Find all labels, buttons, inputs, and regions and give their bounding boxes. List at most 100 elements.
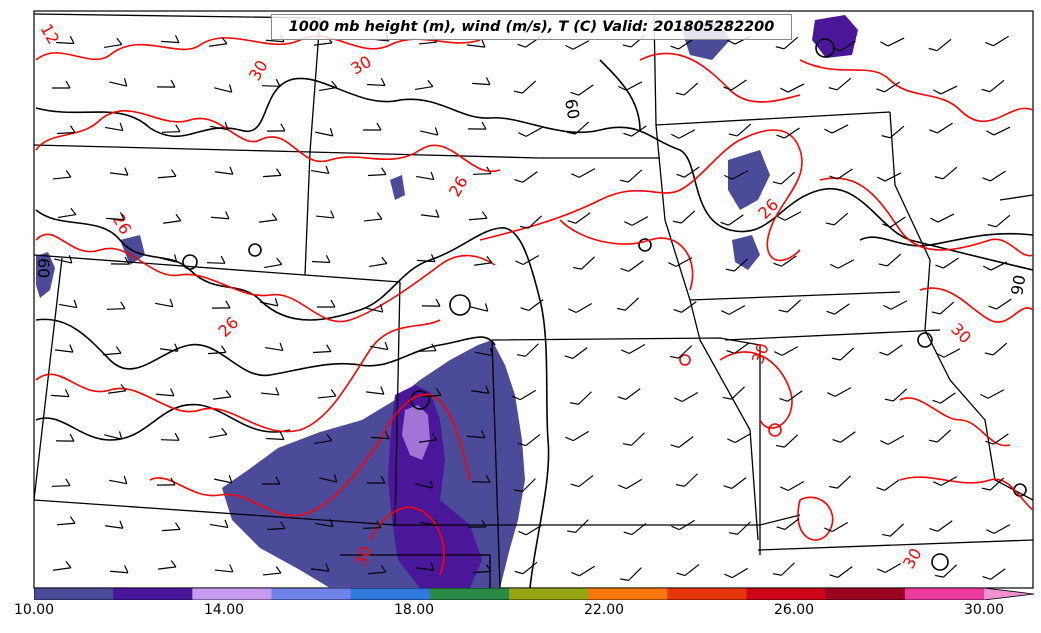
wind-barb bbox=[565, 40, 590, 50]
wind-barb bbox=[159, 254, 178, 263]
wind-barb bbox=[564, 347, 588, 359]
wind-barb bbox=[362, 520, 382, 529]
wind-barb bbox=[160, 343, 179, 352]
wind-barb bbox=[669, 345, 692, 359]
wind-barb bbox=[832, 431, 856, 443]
wind-barb bbox=[832, 40, 856, 52]
wind-barb bbox=[881, 125, 905, 139]
temp-contour-closed-1 bbox=[679, 354, 691, 366]
wind-barb bbox=[420, 127, 439, 136]
colorbar-segment bbox=[34, 588, 114, 600]
wind-barb bbox=[104, 37, 123, 49]
wind-barb bbox=[315, 518, 334, 528]
wind-barb bbox=[621, 343, 646, 355]
wind-barb bbox=[568, 302, 593, 314]
wind-barb bbox=[467, 121, 487, 130]
wind-barb bbox=[55, 36, 75, 45]
height-contour-3 bbox=[35, 318, 496, 377]
wind-barb bbox=[570, 474, 594, 488]
wind-barb bbox=[775, 434, 798, 448]
wind-barb bbox=[928, 38, 952, 52]
border-il bbox=[999, 194, 1034, 201]
wind-barb bbox=[724, 567, 749, 579]
wind-barb bbox=[828, 475, 851, 489]
wind-barb bbox=[258, 213, 278, 223]
wind-barb bbox=[160, 432, 180, 441]
wind-barb bbox=[935, 257, 959, 269]
wind-barb bbox=[109, 167, 129, 176]
wind-barb bbox=[472, 166, 492, 175]
wind-barb bbox=[675, 473, 698, 487]
wind-barb bbox=[569, 391, 592, 405]
wind-barb bbox=[673, 301, 697, 313]
wind-barb bbox=[934, 166, 958, 180]
wind-barb bbox=[876, 479, 900, 491]
border-river-mid bbox=[655, 124, 759, 541]
wind-barb bbox=[369, 256, 388, 268]
temp-contour-11 bbox=[899, 476, 1034, 511]
wind-barb bbox=[929, 122, 953, 134]
border-river-east bbox=[889, 111, 1034, 501]
wind-barb bbox=[417, 343, 437, 352]
height-contour-5 bbox=[859, 232, 1034, 247]
shaded-region-ne bbox=[728, 150, 770, 210]
height-contour-closed-8 bbox=[182, 254, 198, 270]
wind-barb bbox=[676, 166, 700, 178]
height-contour-closed-1 bbox=[449, 294, 471, 316]
wind-barb bbox=[262, 566, 282, 576]
wind-barb bbox=[774, 346, 799, 356]
wind-barb bbox=[565, 430, 590, 442]
wind-barb bbox=[52, 80, 71, 89]
wind-barb bbox=[724, 170, 749, 180]
wind-barb bbox=[929, 520, 953, 532]
wind-barb bbox=[210, 211, 230, 220]
wind-barb bbox=[260, 298, 279, 307]
shaded-region-light bbox=[402, 405, 430, 460]
wind-barb bbox=[59, 299, 78, 309]
wind-barb bbox=[986, 126, 1011, 136]
wind-barb bbox=[672, 210, 696, 224]
temperature-contours bbox=[35, 35, 1034, 576]
wind-barb bbox=[108, 384, 127, 394]
wind-barb bbox=[928, 429, 952, 443]
temp-contour-1 bbox=[35, 35, 481, 61]
wind-barb bbox=[829, 168, 853, 180]
wind-barb bbox=[827, 387, 852, 397]
wind-barb bbox=[363, 122, 382, 131]
wind-barb bbox=[474, 256, 493, 266]
colorbar-extend-arrow bbox=[984, 588, 1034, 600]
wind-barb bbox=[416, 171, 435, 181]
wind-barb bbox=[616, 297, 639, 311]
border-ia-mo bbox=[724, 329, 941, 341]
border-ok bbox=[340, 554, 491, 588]
border-ks-ok bbox=[491, 339, 501, 589]
wind-barb bbox=[102, 346, 122, 356]
wind-barb bbox=[880, 37, 905, 47]
colorbar-segment bbox=[588, 588, 668, 600]
wind-barb bbox=[155, 388, 175, 397]
wind-barb bbox=[209, 37, 228, 47]
wind-barb bbox=[210, 519, 229, 529]
shaded-region-patch2 bbox=[390, 175, 405, 200]
wind-barb bbox=[828, 77, 852, 91]
wind-barb bbox=[156, 79, 176, 88]
wind-barb bbox=[674, 391, 699, 403]
wind-barb bbox=[619, 169, 643, 183]
height-contour-2 bbox=[35, 209, 550, 589]
colorbar-segment bbox=[904, 588, 985, 600]
wind-barb bbox=[416, 562, 435, 571]
wind-barb bbox=[367, 565, 387, 575]
wind-barb bbox=[265, 342, 284, 352]
wind-barb bbox=[520, 299, 544, 311]
wind-barb bbox=[109, 565, 129, 574]
colorbar-tick-label: 10.00 bbox=[13, 602, 55, 618]
map-frame bbox=[33, 10, 1034, 589]
wind-barb bbox=[671, 129, 696, 139]
wind-barb bbox=[779, 390, 803, 402]
wind-barb bbox=[160, 35, 180, 44]
wind-barb bbox=[931, 301, 955, 315]
wind-barb bbox=[367, 167, 387, 177]
shaded-region-ne2 bbox=[732, 235, 760, 270]
colorbar-segment bbox=[667, 588, 747, 600]
wind-barb bbox=[109, 78, 128, 87]
